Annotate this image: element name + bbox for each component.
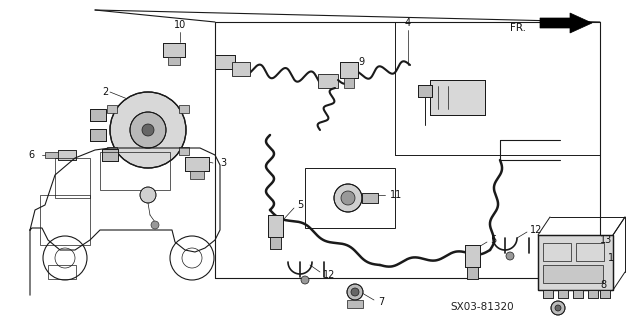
Bar <box>190 171 204 179</box>
Bar <box>573 290 583 298</box>
Circle shape <box>151 221 159 229</box>
Bar <box>465 245 480 267</box>
Bar <box>588 290 598 298</box>
Text: 8: 8 <box>600 280 606 290</box>
Bar <box>543 265 603 283</box>
Bar <box>268 215 283 237</box>
Bar <box>588 290 598 298</box>
Bar <box>558 290 568 298</box>
Text: 2: 2 <box>102 87 108 97</box>
Bar <box>185 157 209 171</box>
Text: 7: 7 <box>378 297 384 307</box>
Bar <box>58 150 76 160</box>
Text: 13: 13 <box>600 235 612 245</box>
Bar <box>558 290 568 298</box>
Circle shape <box>341 191 355 205</box>
Bar <box>538 235 613 290</box>
Bar <box>538 235 613 290</box>
Text: 12: 12 <box>530 225 542 235</box>
Bar <box>168 57 180 65</box>
Bar <box>344 78 354 88</box>
Bar <box>180 147 189 155</box>
Bar <box>543 290 553 298</box>
Text: 11: 11 <box>390 190 402 200</box>
Bar <box>90 129 106 141</box>
Bar <box>215 55 235 69</box>
Circle shape <box>140 187 156 203</box>
Bar <box>347 300 363 308</box>
Text: 5: 5 <box>490 235 496 245</box>
Bar <box>305 168 395 228</box>
Text: 12: 12 <box>323 270 335 280</box>
Bar <box>100 152 170 190</box>
Bar <box>465 245 480 267</box>
Bar <box>467 267 478 279</box>
Text: 9: 9 <box>358 57 364 67</box>
Bar <box>55 158 90 198</box>
Bar <box>102 149 118 161</box>
Text: 6: 6 <box>28 150 34 160</box>
Circle shape <box>506 252 514 260</box>
Text: SX03-81320: SX03-81320 <box>450 302 513 312</box>
Bar <box>48 265 76 279</box>
Bar <box>543 290 553 298</box>
Text: 1: 1 <box>608 253 614 263</box>
Bar <box>268 215 283 237</box>
Text: 5: 5 <box>297 200 303 210</box>
Bar <box>318 74 338 88</box>
Bar <box>600 290 610 298</box>
Circle shape <box>351 288 359 296</box>
Text: 3: 3 <box>220 158 226 168</box>
Text: FR.: FR. <box>510 23 526 33</box>
Bar <box>576 243 604 261</box>
Circle shape <box>347 284 363 300</box>
Circle shape <box>130 112 166 148</box>
Circle shape <box>334 184 362 212</box>
Bar <box>232 62 250 76</box>
Bar <box>467 267 478 279</box>
Bar <box>90 109 106 121</box>
Bar <box>106 147 117 155</box>
Text: 4: 4 <box>405 18 411 28</box>
Circle shape <box>301 276 309 284</box>
Bar <box>418 85 432 97</box>
Bar <box>340 62 358 78</box>
Bar <box>430 80 485 115</box>
Bar <box>163 43 185 57</box>
Bar <box>573 290 583 298</box>
Bar <box>163 43 185 57</box>
Polygon shape <box>540 13 592 33</box>
Bar <box>600 290 610 298</box>
Bar <box>90 109 106 121</box>
Bar <box>543 243 571 261</box>
Bar <box>270 237 281 249</box>
Bar <box>106 105 117 113</box>
Bar <box>185 157 209 171</box>
Bar <box>40 195 90 245</box>
Circle shape <box>142 124 154 136</box>
Bar <box>58 150 76 160</box>
Bar <box>102 149 118 161</box>
Circle shape <box>555 305 561 311</box>
Bar <box>418 85 432 97</box>
Bar <box>215 55 235 69</box>
Bar <box>270 237 281 249</box>
Bar <box>90 129 106 141</box>
Bar <box>180 105 189 113</box>
Bar <box>45 152 58 158</box>
Bar <box>362 193 378 203</box>
Bar <box>362 193 378 203</box>
Bar <box>430 80 485 115</box>
Circle shape <box>551 301 565 315</box>
Bar <box>340 62 358 78</box>
Text: 10: 10 <box>174 20 186 30</box>
Circle shape <box>110 92 186 168</box>
